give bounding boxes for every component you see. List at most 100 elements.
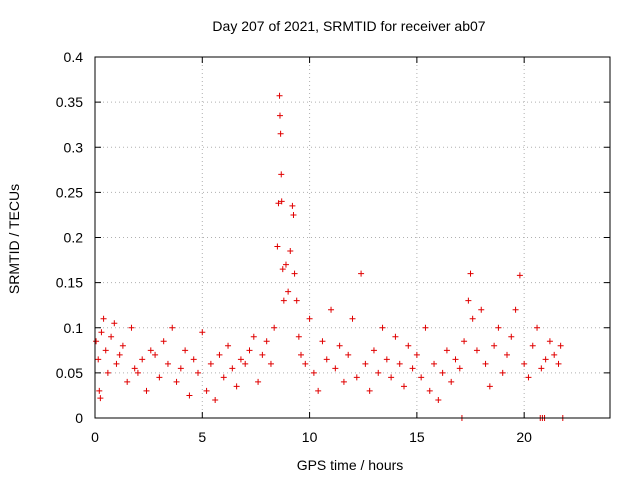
data-point [186, 392, 193, 399]
data-point [279, 266, 286, 273]
data-point [538, 365, 545, 372]
y-tick-label: 0.3 [64, 139, 84, 155]
data-point [113, 360, 120, 367]
data-point [275, 200, 282, 207]
data-point [195, 369, 201, 376]
data-point [508, 333, 515, 340]
data-point [486, 383, 493, 390]
data-point [182, 347, 189, 354]
x-axis-ticks: 0 5 10 15 20 [91, 57, 532, 445]
data-point [315, 387, 322, 394]
data-point [452, 356, 459, 363]
chart-title: Day 207 of 2021, SRMTID for receiver ab0… [212, 18, 485, 34]
data-point [332, 365, 339, 372]
data-point [131, 365, 138, 372]
data-point [555, 360, 562, 367]
data-point [255, 378, 262, 385]
data-point [143, 387, 150, 394]
data-point [177, 365, 184, 372]
data-point [306, 315, 313, 322]
data-point [160, 338, 167, 345]
data-point [152, 351, 159, 358]
x-tick-label: 10 [302, 429, 318, 445]
data-point [220, 374, 227, 381]
y-tick-label: 0.35 [56, 94, 83, 110]
data-point [401, 383, 407, 390]
data-point [285, 288, 292, 295]
data-point [111, 320, 118, 327]
data-point [413, 351, 420, 358]
data-point [491, 342, 498, 349]
plot-frame [94, 56, 611, 419]
data-point [278, 198, 285, 205]
data-point [319, 338, 326, 345]
data-point [276, 92, 283, 99]
data-point [280, 297, 287, 304]
data-point [271, 324, 278, 331]
data-point [237, 356, 244, 363]
data-point [267, 360, 274, 367]
data-point [173, 378, 180, 385]
data-point [233, 383, 240, 390]
data-point [439, 369, 446, 376]
data-point [229, 365, 236, 372]
data-point [259, 351, 266, 358]
data-point [461, 338, 468, 345]
data-point [278, 171, 285, 178]
y-tick-label: 0.25 [56, 184, 83, 200]
data-point [287, 248, 294, 255]
data-point [473, 347, 480, 354]
data-point [298, 351, 304, 358]
data-point [456, 365, 463, 372]
data-point [97, 395, 104, 402]
data-point [291, 270, 298, 277]
data-point [116, 351, 123, 358]
data-point [139, 356, 146, 363]
data-point [169, 324, 176, 331]
data-point [336, 342, 343, 349]
data-point [119, 342, 126, 349]
data-points [93, 92, 566, 421]
data-point [521, 360, 528, 367]
data-point [426, 387, 433, 394]
data-point [504, 351, 510, 358]
x-axis-title: GPS time / hours [297, 457, 404, 473]
x-tick-label: 0 [91, 429, 99, 445]
data-point [478, 306, 485, 313]
data-point [207, 360, 214, 367]
data-point [289, 202, 296, 209]
data-point [276, 112, 283, 119]
x-tick-label: 5 [198, 429, 206, 445]
x-tick-label: 15 [409, 429, 425, 445]
data-point [495, 324, 502, 331]
data-point [164, 360, 171, 367]
y-axis-ticks: 0 0.05 0.1 0.15 0.2 0.25 0.3 0.35 0.4 [56, 49, 610, 426]
grid-lines [95, 57, 610, 418]
data-point [418, 374, 425, 381]
data-point [277, 130, 284, 137]
y-tick-label: 0.05 [56, 365, 83, 381]
data-point [302, 360, 309, 367]
data-point [388, 374, 395, 381]
data-point [469, 315, 476, 322]
data-point [383, 356, 390, 363]
data-point [422, 324, 429, 331]
data-point [525, 374, 532, 381]
data-point [274, 243, 281, 250]
data-point [353, 374, 360, 381]
data-point [392, 333, 399, 340]
data-point [282, 261, 289, 268]
y-tick-label: 0.1 [64, 320, 84, 336]
data-point [328, 306, 335, 313]
y-tick-label: 0.4 [64, 49, 84, 65]
data-point [379, 324, 386, 331]
data-point [128, 324, 135, 331]
data-point [310, 369, 317, 376]
data-point [102, 347, 109, 354]
data-point [375, 369, 382, 376]
data-point [212, 396, 219, 403]
data-point [409, 365, 416, 372]
data-point [358, 270, 365, 277]
data-point [366, 387, 373, 394]
data-point [246, 347, 253, 354]
